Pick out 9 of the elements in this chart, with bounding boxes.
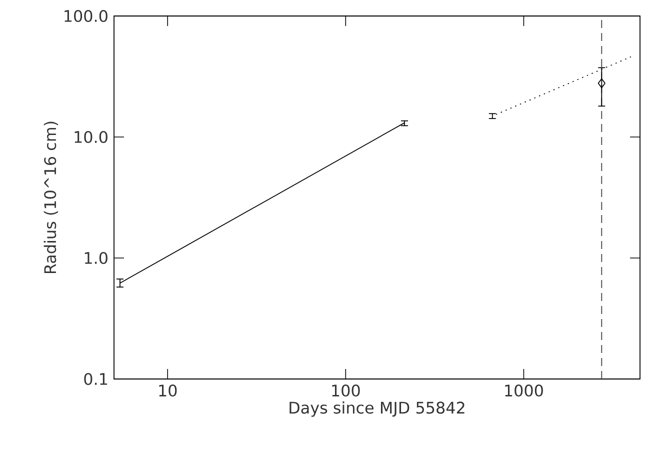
y-tick-label: 0.1 — [84, 372, 108, 386]
y-axis-title: Radius (10^16 cm) — [44, 122, 58, 274]
x-tick-label: 1000 — [505, 384, 543, 397]
x-axis-title: Days since MJD 55842 — [290, 401, 464, 417]
x-tick-label: 100 — [332, 384, 360, 397]
y-tick-label: 100.0 — [64, 10, 108, 22]
y-tick-label: 1.0 — [84, 252, 108, 264]
x-tick-label: 10 — [159, 384, 177, 397]
y-tick-label: 10.0 — [74, 130, 108, 144]
